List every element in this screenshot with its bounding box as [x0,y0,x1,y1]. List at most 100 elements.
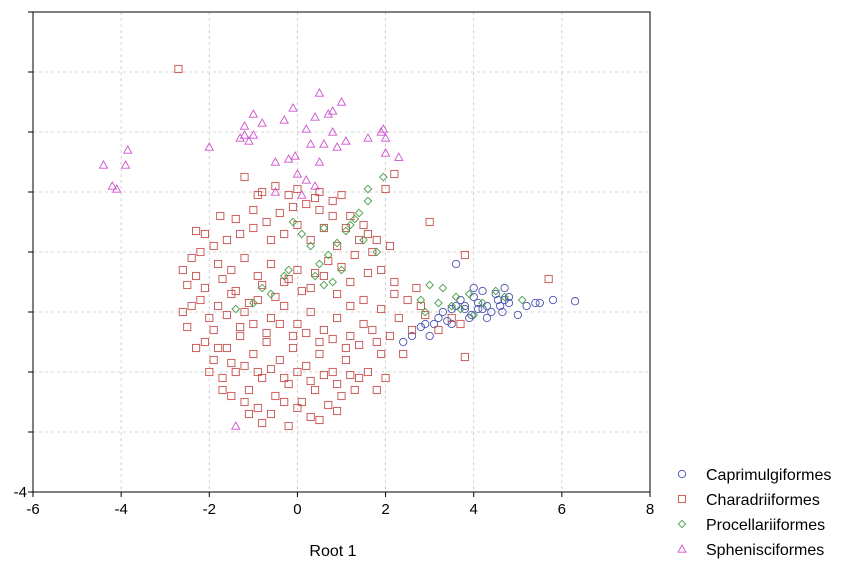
charadriiformes-point [315,415,324,425]
charadriiformes-point [258,280,267,290]
charadriiformes-point [200,337,209,347]
charadriiformes-point [280,301,289,311]
charadriiformes-point [200,229,209,239]
caprimulgiformes-point [487,307,496,317]
charadriiformes-point [377,265,386,275]
legend-label: Caprimulgiformes [706,467,831,484]
caprimulgiformes-point [482,313,492,323]
charadriiformes-point [231,214,240,224]
procellariiformes-point [231,304,241,314]
charadriiformes-point [346,370,355,380]
charadriiformes-point [200,283,209,293]
charadriiformes-point [315,205,324,215]
sphenisciformes-point [270,187,281,196]
charadriiformes-point [196,247,205,257]
sphenisciformes-point [319,139,329,148]
charadriiformes-point [328,196,337,206]
charadriiformes-point [227,265,236,275]
charadriiformes-point [346,277,355,287]
charadriiformes-point [297,397,306,407]
charadriiformes-point [275,208,284,218]
procellariiformes-point [438,283,448,293]
sphenisciformes-point [341,136,351,145]
charadriiformes-point [275,355,284,365]
procellariiformes-point [447,301,457,311]
sphenisciformes-point [323,109,334,118]
sphenisciformes-point [98,160,109,169]
charadriiformes-point [377,349,386,359]
sphenisciformes-point [327,106,338,115]
sphenisciformes-point [283,154,294,163]
charadriiformes-point [390,277,399,287]
procellariiformes-point [491,286,501,296]
caprimulgiformes-point [493,295,503,305]
caprimulgiformes-point [500,295,509,305]
charadriiformes-point [244,298,254,308]
charadriiformes-point [178,307,187,317]
procellariiformes-point [288,217,298,227]
charadriiformes-point [288,343,298,353]
charadriiformes-point [341,343,350,353]
x-tick-label: 4 [470,501,478,518]
charadriiformes-point [258,187,267,197]
procellariiformes-point [315,259,324,269]
caprimulgiformes-point [531,298,540,308]
charadriiformes-point [372,337,381,347]
charadriiformes-point [297,286,306,296]
charadriiformes-point [262,328,271,338]
charadriiformes-point [306,376,315,386]
sphenisciformes-point [257,118,267,127]
charadriiformes-point [460,352,469,362]
procellariiformes-point [310,271,320,281]
sphenisciformes-point [380,133,391,142]
charadriiformes-point [311,193,320,203]
charadriiformes-point [249,349,258,359]
sphenisciformes-point [288,103,298,112]
charadriiformes-point [385,331,395,341]
caprimulgiformes-point [425,331,434,341]
sphenisciformes-point [305,139,316,148]
charadriiformes-point [333,379,342,389]
charadriiformes-point [293,184,302,194]
axes: -6 -4 -2 0 2 4 6 8-4 [14,11,654,518]
x-tick-label: 8 [646,501,654,518]
procellariiformes-point [416,295,426,305]
charadriiformes-point [306,283,315,293]
caprimulgiformes-point [438,307,448,317]
charadriiformes-point [359,319,368,329]
charadriiformes-point [302,328,311,338]
procellariiformes-point [425,280,434,290]
charadriiformes-point [266,409,276,419]
charadriiformes-point [390,169,399,179]
caprimulgiformes-point [399,337,408,347]
charadriiformes-point [350,385,359,395]
charadriiformes-point [266,259,276,269]
charadriiformes-point [214,343,223,353]
legend-item-charadriiformes: Charadriiformes [677,492,820,509]
charadriiformes-point [275,319,284,329]
charadriiformes-point [187,301,196,311]
charadriiformes-point [355,340,364,350]
charadriiformes-point [174,64,183,74]
caprimulgiformes-point [460,304,470,314]
charadriiformes-point [227,289,236,299]
y-tick-label: -4 [14,484,27,501]
charadriiformes-point [460,250,469,260]
sphenisciformes-point [332,142,342,151]
charadriiformes-point [271,391,280,401]
caprimulgiformes-point [447,304,456,314]
charadriiformes-point [196,295,205,305]
charadriiformes-point [346,331,355,341]
charadriiformes-point [399,349,408,359]
sphenisciformes-point [204,142,215,151]
sphenisciformes-point [270,157,281,166]
charadriiformes-point [249,223,258,233]
charadriiformes-point [293,319,302,329]
legend: Caprimulgiformes Charadriiformes Procellar… [677,467,831,559]
charadriiformes-point [240,253,249,263]
procellariiformes-point [257,283,267,293]
sphenisciformes-point [230,421,241,430]
procellariiformes-point [319,280,329,290]
charadriiformes-point [372,235,381,245]
